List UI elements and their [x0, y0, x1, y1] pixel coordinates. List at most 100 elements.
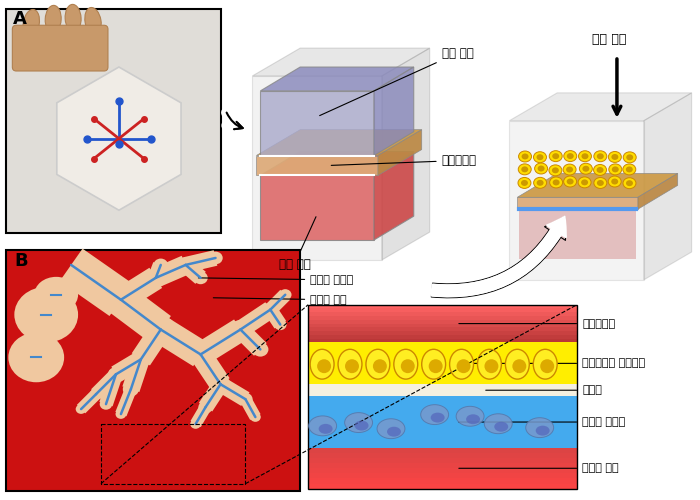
Ellipse shape: [145, 268, 167, 287]
Text: 기저판: 기저판: [486, 385, 602, 395]
Ellipse shape: [165, 328, 196, 355]
Polygon shape: [111, 352, 146, 382]
Ellipse shape: [597, 154, 604, 159]
Ellipse shape: [8, 332, 64, 382]
Polygon shape: [510, 120, 644, 280]
Ellipse shape: [552, 180, 559, 186]
Polygon shape: [111, 286, 171, 343]
Polygon shape: [235, 302, 275, 337]
Ellipse shape: [104, 378, 118, 400]
Polygon shape: [260, 176, 374, 240]
FancyBboxPatch shape: [308, 324, 577, 328]
Ellipse shape: [540, 359, 554, 373]
Polygon shape: [265, 306, 286, 328]
Polygon shape: [644, 93, 692, 280]
Ellipse shape: [518, 178, 531, 188]
Ellipse shape: [211, 376, 230, 393]
Text: 테아의 모세관: 테아의 모세관: [198, 275, 354, 285]
Text: 테아의혁관 내피세포: 테아의혁관 내피세포: [473, 358, 645, 368]
Ellipse shape: [176, 257, 195, 273]
Ellipse shape: [519, 151, 531, 162]
Ellipse shape: [151, 266, 165, 276]
Ellipse shape: [98, 376, 114, 392]
Ellipse shape: [608, 152, 622, 162]
Text: 상부 공간: 상부 공간: [320, 46, 473, 116]
FancyBboxPatch shape: [308, 328, 577, 332]
Ellipse shape: [269, 311, 281, 324]
FancyArrowPatch shape: [431, 216, 566, 296]
Text: 산모의 혁액: 산모의 혁액: [214, 294, 346, 304]
Ellipse shape: [578, 151, 592, 162]
Ellipse shape: [244, 402, 256, 415]
Ellipse shape: [549, 165, 562, 176]
Ellipse shape: [582, 166, 589, 172]
FancyBboxPatch shape: [308, 338, 577, 343]
Ellipse shape: [85, 8, 102, 35]
Polygon shape: [116, 387, 136, 416]
Polygon shape: [153, 318, 208, 366]
Ellipse shape: [131, 350, 150, 368]
Ellipse shape: [310, 350, 334, 379]
Polygon shape: [132, 324, 170, 366]
Ellipse shape: [230, 320, 251, 339]
Polygon shape: [256, 130, 421, 156]
Ellipse shape: [394, 350, 418, 379]
Ellipse shape: [99, 398, 112, 409]
Ellipse shape: [262, 302, 279, 317]
Ellipse shape: [127, 364, 144, 385]
Ellipse shape: [581, 180, 588, 186]
Ellipse shape: [611, 154, 618, 160]
Polygon shape: [216, 378, 249, 406]
Ellipse shape: [626, 180, 633, 186]
Polygon shape: [374, 67, 414, 156]
Ellipse shape: [344, 412, 372, 432]
Ellipse shape: [345, 359, 359, 373]
Text: A: A: [13, 10, 27, 29]
Ellipse shape: [456, 359, 470, 373]
Ellipse shape: [594, 178, 607, 188]
Polygon shape: [265, 290, 290, 314]
Ellipse shape: [108, 367, 124, 382]
Polygon shape: [638, 174, 678, 209]
Polygon shape: [195, 320, 247, 364]
Ellipse shape: [205, 387, 221, 404]
Ellipse shape: [466, 414, 480, 424]
Ellipse shape: [535, 163, 547, 174]
Ellipse shape: [199, 358, 221, 381]
Ellipse shape: [536, 426, 550, 436]
Ellipse shape: [550, 177, 563, 188]
FancyBboxPatch shape: [308, 453, 577, 458]
Ellipse shape: [550, 150, 562, 162]
Ellipse shape: [377, 419, 405, 438]
Ellipse shape: [366, 350, 390, 379]
Polygon shape: [256, 156, 378, 176]
FancyBboxPatch shape: [6, 250, 300, 490]
Ellipse shape: [596, 167, 603, 173]
Ellipse shape: [250, 412, 261, 422]
Ellipse shape: [521, 180, 528, 186]
Ellipse shape: [186, 264, 200, 278]
Ellipse shape: [421, 404, 449, 424]
Ellipse shape: [76, 404, 86, 414]
FancyBboxPatch shape: [308, 468, 577, 474]
Polygon shape: [260, 152, 414, 176]
Ellipse shape: [223, 384, 242, 400]
Ellipse shape: [140, 332, 162, 356]
Ellipse shape: [198, 401, 213, 413]
FancyBboxPatch shape: [308, 474, 577, 479]
Ellipse shape: [76, 264, 116, 302]
Ellipse shape: [456, 406, 484, 426]
Ellipse shape: [252, 342, 268, 356]
Polygon shape: [240, 396, 260, 420]
Ellipse shape: [387, 426, 401, 436]
Ellipse shape: [537, 180, 544, 186]
Ellipse shape: [238, 393, 253, 406]
FancyBboxPatch shape: [308, 312, 577, 316]
Ellipse shape: [193, 272, 208, 284]
Polygon shape: [181, 259, 206, 284]
Ellipse shape: [190, 254, 211, 269]
Ellipse shape: [190, 420, 201, 429]
Polygon shape: [510, 93, 692, 120]
Text: 반삼투성막: 반삼투성막: [331, 154, 477, 167]
Ellipse shape: [23, 10, 39, 37]
